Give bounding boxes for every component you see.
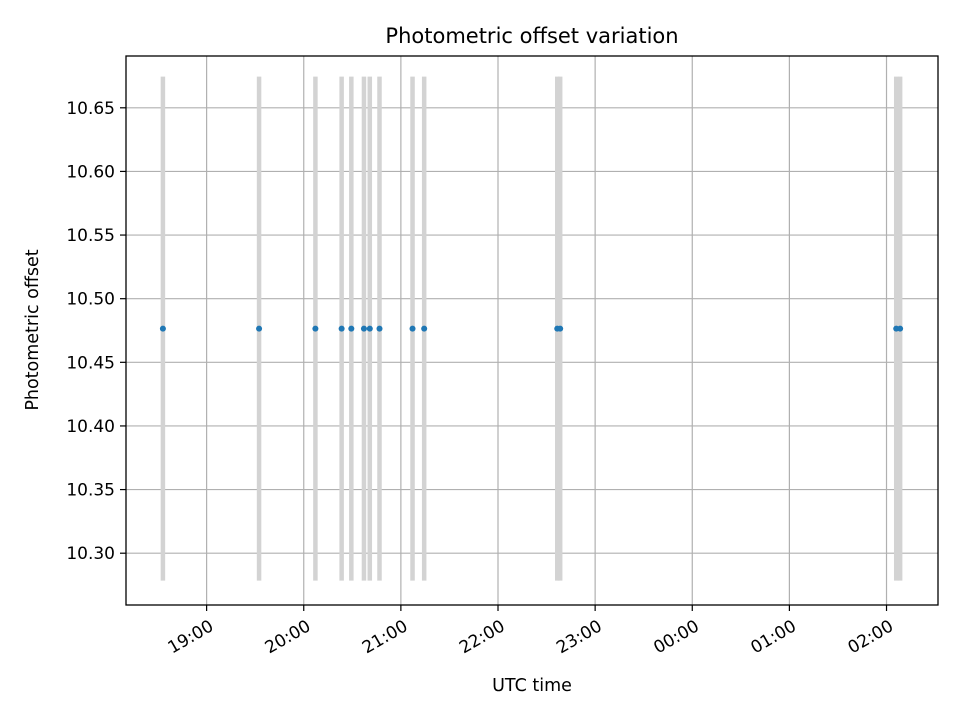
y-tick-label: 10.55 — [66, 226, 115, 246]
data-point — [256, 325, 263, 332]
y-tick-label: 10.65 — [66, 99, 115, 119]
data-point — [312, 325, 319, 332]
data-point — [360, 325, 367, 332]
data-points — [159, 325, 904, 332]
x-axis-label: UTC time — [492, 676, 572, 696]
y-tick-label: 10.45 — [66, 353, 115, 373]
y-tick-label: 10.50 — [66, 290, 115, 310]
data-point — [338, 325, 345, 332]
y-axis-label: Photometric offset — [23, 249, 43, 410]
data-point — [897, 325, 904, 332]
grid — [126, 56, 938, 605]
y-tick-label: 10.60 — [66, 162, 115, 182]
chart-title: Photometric offset variation — [385, 24, 678, 48]
data-point — [376, 325, 383, 332]
plot-frame — [125, 55, 939, 606]
data-point — [159, 325, 166, 332]
data-point — [409, 325, 416, 332]
y-tick-label: 10.40 — [66, 417, 115, 437]
axis-ticks: 19:00 20:00 21:00 22:00 23:00 00:00 01:00 02:00… — [66, 99, 897, 658]
data-point — [557, 325, 564, 332]
data-point — [366, 325, 373, 332]
data-point — [421, 325, 428, 332]
y-tick-label: 10.35 — [66, 481, 115, 501]
y-tick-label: 10.30 — [66, 544, 115, 564]
data-point — [348, 325, 355, 332]
